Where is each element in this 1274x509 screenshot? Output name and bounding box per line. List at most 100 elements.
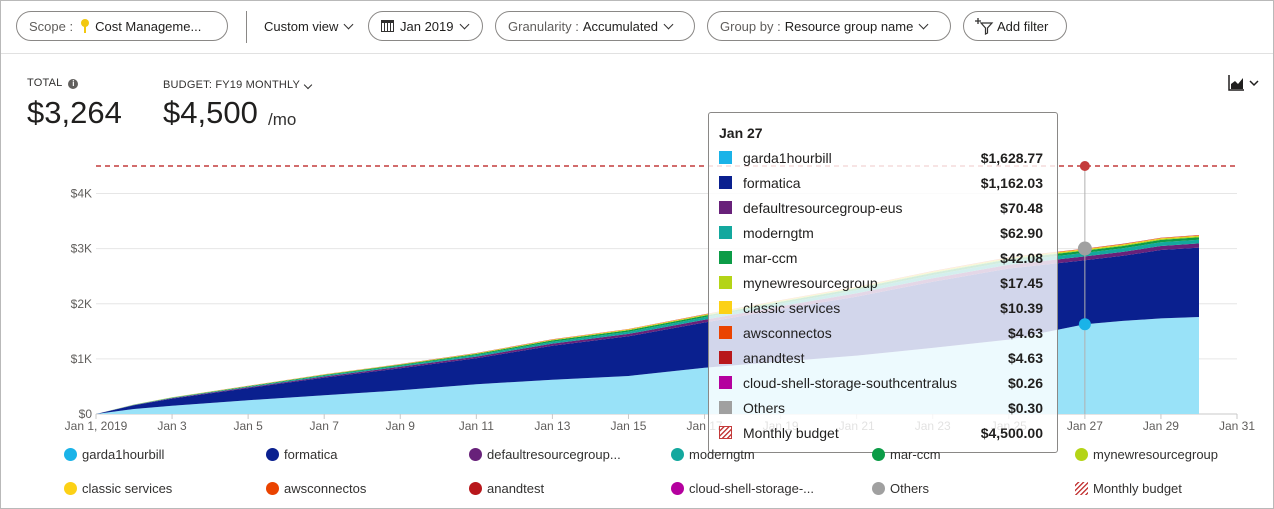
total-label-text: TOTAL bbox=[27, 77, 63, 89]
tooltip-title: Jan 27 bbox=[719, 125, 763, 141]
tooltip-series-value: $4,500.00 bbox=[980, 424, 1043, 441]
date-picker[interactable]: Jan 2019 bbox=[368, 11, 483, 41]
budget-value: $4,500 bbox=[163, 95, 258, 130]
tooltip-series-value: $0.30 bbox=[1007, 399, 1043, 416]
legend-swatch bbox=[671, 447, 684, 461]
legend-swatch bbox=[266, 447, 279, 461]
tooltip-swatch bbox=[719, 276, 732, 289]
series-marker bbox=[1078, 318, 1091, 331]
tooltip-row: defaultresourcegroup-eus $70.48 bbox=[719, 195, 1043, 220]
legend-swatch bbox=[1075, 481, 1088, 495]
tooltip-swatch bbox=[719, 326, 732, 339]
tooltip-row: cloud-shell-storage-southcentralus $0.26 bbox=[719, 370, 1043, 395]
granularity-value: Accumulated bbox=[582, 18, 658, 34]
legend-label: mar-ccm bbox=[890, 446, 941, 462]
scope-label: Scope : bbox=[29, 18, 74, 34]
legend-swatch bbox=[469, 447, 482, 461]
legend-item[interactable]: cloud-shell-storage-... bbox=[671, 479, 814, 497]
legend-item[interactable]: Monthly budget bbox=[1075, 479, 1182, 497]
y-tick-label: $2K bbox=[71, 297, 92, 311]
cost-area-chart: $0 $1K $2K $3K $4K Jan 1, 2019 Jan 3 Jan 5 Jan 7… bbox=[65, 161, 1255, 433]
tooltip-swatch bbox=[719, 301, 732, 314]
legend-swatch bbox=[872, 447, 885, 461]
y-tick-label: $0 bbox=[79, 407, 93, 421]
granularity-label: Granularity : bbox=[508, 18, 579, 34]
custom-view-dropdown[interactable]: Custom view bbox=[264, 11, 354, 41]
add-filter-label: Add filter bbox=[997, 18, 1049, 34]
tooltip-row: moderngtm $62.90 bbox=[719, 220, 1043, 245]
legend-label: anandtest bbox=[487, 480, 545, 496]
area-series bbox=[96, 243, 1199, 414]
tooltip-series-name: mar-ccm bbox=[743, 249, 798, 266]
legend-item[interactable]: Others bbox=[872, 479, 929, 497]
legend-swatch bbox=[64, 447, 77, 461]
legend-label: Others bbox=[890, 480, 930, 496]
info-icon[interactable]: i bbox=[68, 79, 79, 89]
tooltip-swatch bbox=[719, 201, 732, 214]
legend-swatch bbox=[872, 481, 885, 495]
legend-item[interactable]: awsconnectos bbox=[266, 479, 366, 497]
y-tick-label: $1K bbox=[71, 352, 92, 366]
x-tick-label: Jan 15 bbox=[610, 419, 646, 433]
group-by-dropdown[interactable]: Group by : Resource group name bbox=[707, 11, 951, 41]
tooltip-row: garda1hourbill $1,628.77 bbox=[719, 145, 1043, 170]
legend-item[interactable]: garda1hourbill bbox=[64, 445, 164, 463]
tooltip-series-name: awsconnectos bbox=[743, 324, 832, 341]
x-tick-label: Jan 3 bbox=[157, 419, 187, 433]
calendar-icon bbox=[381, 20, 394, 32]
key-icon bbox=[81, 19, 90, 33]
tooltip-row: Others $0.30 bbox=[719, 395, 1043, 420]
tooltip-row: classic services $10.39 bbox=[719, 295, 1043, 320]
total-value: $3,264 bbox=[27, 95, 122, 130]
legend-item[interactable]: formatica bbox=[266, 445, 337, 463]
tooltip-row: mynewresourcegroup $17.45 bbox=[719, 270, 1043, 295]
tooltip-series-name: garda1hourbill bbox=[743, 149, 832, 166]
budget-selector[interactable]: BUDGET: FY19 MONTHLY bbox=[163, 79, 313, 91]
tooltip-row: formatica $1,162.03 bbox=[719, 170, 1043, 195]
custom-view-label: Custom view bbox=[264, 18, 339, 34]
tooltip-series-value: $70.48 bbox=[1000, 199, 1043, 216]
legend-item[interactable]: classic services bbox=[64, 479, 172, 497]
total-marker bbox=[1077, 241, 1092, 256]
y-tick-label: $3K bbox=[71, 242, 92, 256]
tooltip-series-name: cloud-shell-storage-southcentralus bbox=[743, 374, 957, 391]
tooltip-row: Monthly budget $4,500.00 bbox=[719, 420, 1043, 445]
legend-label: Monthly budget bbox=[1093, 480, 1182, 496]
chart-type-area-icon[interactable] bbox=[1228, 74, 1262, 92]
tooltip-series-value: $10.39 bbox=[1000, 299, 1043, 316]
tooltip-swatch bbox=[719, 251, 732, 264]
legend-swatch bbox=[64, 481, 77, 495]
scope-pill[interactable]: Scope : Cost Manageme... bbox=[16, 11, 228, 41]
tooltip-series-name: moderngtm bbox=[743, 224, 814, 241]
legend-item[interactable]: mynewresourcegroup bbox=[1075, 445, 1218, 463]
y-tick-label: $4K bbox=[71, 187, 92, 201]
date-value: Jan 2019 bbox=[400, 18, 454, 34]
group-by-label: Group by : bbox=[720, 18, 781, 34]
tooltip-series-value: $4.63 bbox=[1007, 349, 1043, 366]
legend-item[interactable]: moderngtm bbox=[671, 445, 755, 463]
tooltip-swatch bbox=[719, 426, 732, 439]
x-tick-label: Jan 7 bbox=[310, 419, 340, 433]
legend-item[interactable]: mar-ccm bbox=[872, 445, 941, 463]
tooltip-swatch bbox=[719, 226, 732, 239]
area-series bbox=[96, 239, 1199, 414]
tooltip-series-name: formatica bbox=[743, 174, 801, 191]
legend-item[interactable]: defaultresourcegroup... bbox=[469, 445, 621, 463]
legend-item[interactable]: anandtest bbox=[469, 479, 544, 497]
tooltip-series-value: $4.63 bbox=[1007, 324, 1043, 341]
tooltip-swatch bbox=[719, 401, 732, 414]
budget-marker bbox=[1079, 161, 1090, 171]
tooltip-row: mar-ccm $42.08 bbox=[719, 245, 1043, 270]
tooltip-series-name: defaultresourcegroup-eus bbox=[743, 199, 903, 216]
tooltip-series-value: $1,628.77 bbox=[980, 149, 1043, 166]
granularity-dropdown[interactable]: Granularity : Accumulated bbox=[495, 11, 695, 41]
legend-label: moderngtm bbox=[689, 446, 755, 462]
add-filter-button[interactable]: Add filter bbox=[963, 11, 1067, 41]
legend-swatch bbox=[1075, 447, 1088, 461]
group-by-value: Resource group name bbox=[784, 18, 914, 34]
legend-label: cloud-shell-storage-... bbox=[689, 480, 814, 496]
tooltip-series-name: Others bbox=[743, 399, 786, 416]
tooltip-swatch bbox=[719, 151, 732, 164]
legend-swatch bbox=[671, 481, 684, 495]
